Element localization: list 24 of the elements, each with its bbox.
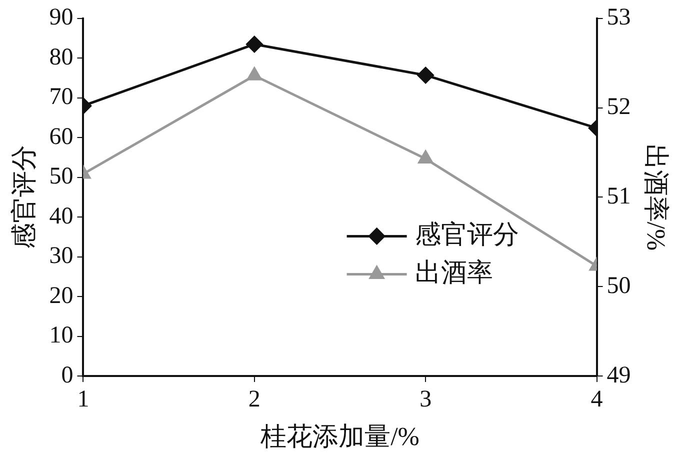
x-tick-label: 4 [590, 386, 603, 413]
y-tick-label: 20 [49, 282, 74, 309]
y-tick-label: 50 [49, 164, 74, 190]
y-tick-label: 80 [49, 44, 74, 70]
y-tick-label: 40 [49, 203, 74, 230]
y-axis-title: 感官评分 [9, 145, 38, 250]
legend-label: 出酒率 [414, 258, 493, 288]
x-tick-label: 2 [248, 386, 260, 413]
y2-tick-label: 50 [606, 272, 631, 299]
y-tick-label: 60 [49, 124, 74, 150]
x-tick-label: 3 [420, 386, 432, 413]
legend-label: 感官评分 [414, 220, 519, 250]
y2-tick-label: 53 [606, 4, 631, 31]
y-tick-label: 90 [49, 4, 74, 31]
y-tick-label: 10 [49, 322, 74, 349]
y-tick-label: 70 [49, 84, 74, 110]
y2-tick-label: 51 [606, 183, 631, 210]
y2-tick-label: 52 [606, 94, 631, 120]
x-tick-label: 1 [77, 386, 90, 413]
y2-axis-title: 出酒率/% [642, 144, 671, 251]
x-axis-title: 桂花添加量/% [260, 422, 420, 452]
y-tick-label: 0 [61, 362, 74, 388]
y2-tick-label: 49 [606, 362, 631, 388]
y-tick-label: 30 [49, 243, 74, 270]
